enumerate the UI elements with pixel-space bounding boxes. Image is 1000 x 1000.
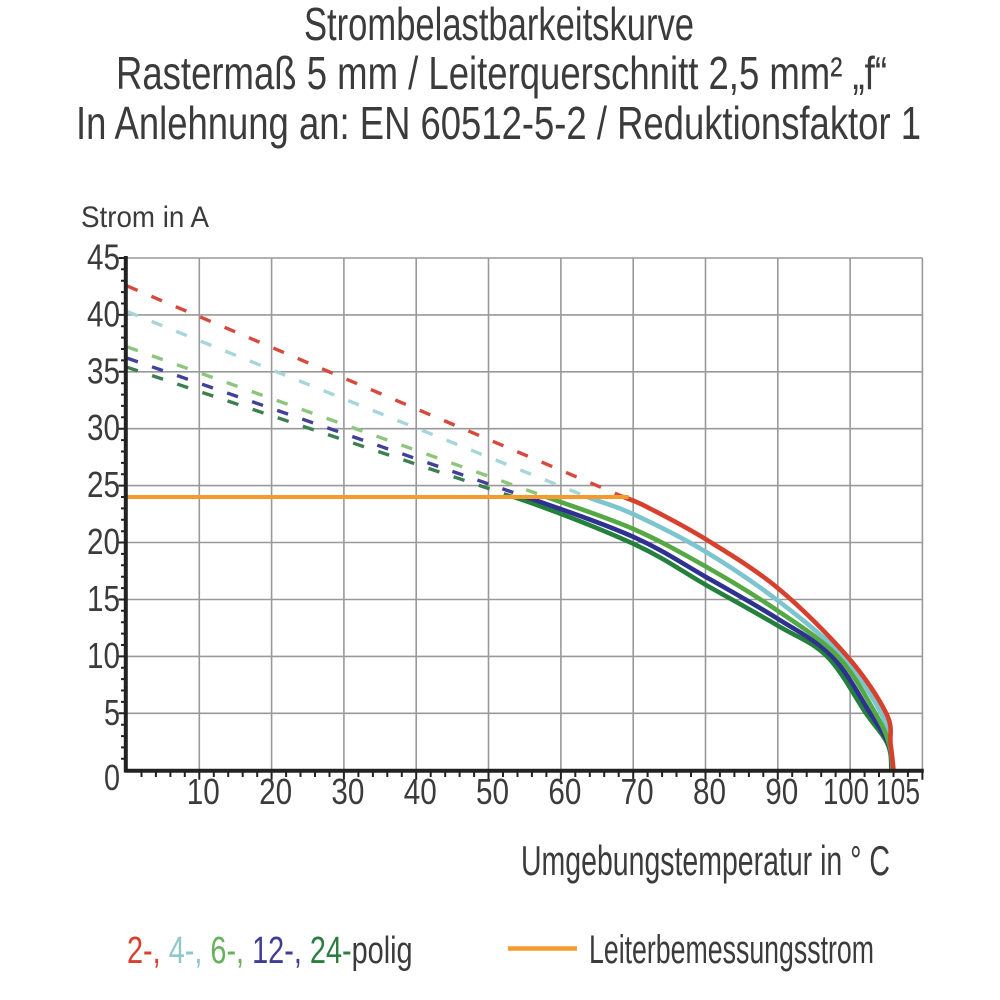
svg-text:100: 100 (823, 771, 869, 812)
svg-text:60: 60 (548, 771, 581, 812)
svg-text:20: 20 (259, 771, 292, 812)
svg-text:90: 90 (765, 771, 798, 812)
svg-text:In Anlehnung an: EN 60512-5-2: In Anlehnung an: EN 60512-5-2 / Reduktio… (76, 97, 921, 149)
svg-text:5: 5 (104, 692, 120, 733)
svg-text:polig: polig (352, 930, 413, 972)
svg-text:Rastermaß 5 mm / Leiterquersch: Rastermaß 5 mm / Leiterquerschnitt 2,5 m… (116, 47, 887, 99)
svg-text:Strombelastbarkeitskurve: Strombelastbarkeitskurve (304, 0, 694, 50)
svg-text:80: 80 (693, 771, 726, 812)
svg-text:Umgebungstemperatur in ° C: Umgebungstemperatur in ° C (521, 837, 890, 884)
svg-text:Leiterbemessungsstrom: Leiterbemessungsstrom (589, 928, 874, 972)
svg-text:0: 0 (104, 757, 120, 798)
svg-text:30: 30 (331, 771, 364, 812)
svg-text:Strom in A: Strom in A (81, 201, 209, 234)
svg-text:12-,: 12-, (252, 930, 310, 972)
svg-text:20: 20 (87, 521, 120, 562)
svg-text:4-,: 4-, (169, 930, 211, 972)
svg-text:105: 105 (876, 771, 920, 812)
svg-text:45: 45 (87, 236, 120, 277)
svg-text:30: 30 (87, 407, 120, 448)
svg-text:50: 50 (476, 771, 509, 812)
svg-text:10: 10 (87, 635, 120, 676)
svg-text:6-,: 6-, (210, 930, 252, 972)
svg-text:25: 25 (87, 464, 120, 505)
svg-text:40: 40 (404, 771, 437, 812)
svg-text:2-,: 2-, (127, 930, 169, 972)
svg-text:35: 35 (87, 350, 120, 391)
svg-text:24-: 24- (310, 930, 352, 972)
svg-text:40: 40 (87, 293, 120, 334)
svg-text:10: 10 (187, 771, 220, 812)
svg-text:70: 70 (621, 771, 654, 812)
svg-text:15: 15 (87, 578, 120, 619)
